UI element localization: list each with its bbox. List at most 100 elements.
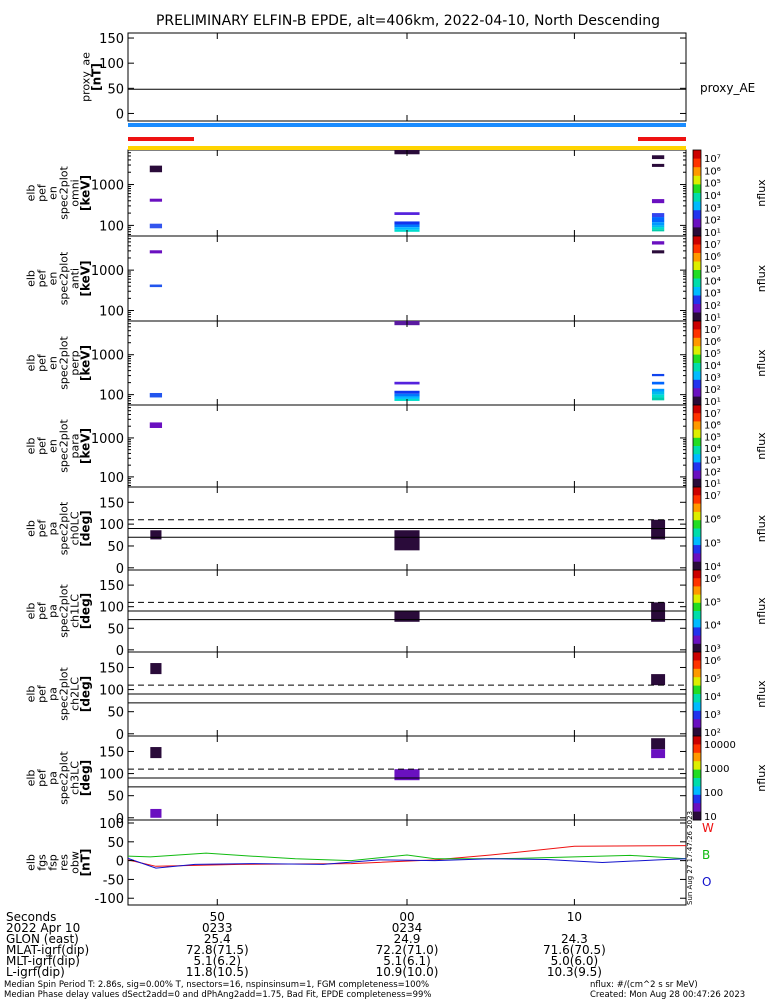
y-axis-label: ch0LC xyxy=(69,511,82,545)
colorbar-title: nflux xyxy=(755,764,768,792)
colorbar-segment xyxy=(693,786,701,796)
colorbar-tick-label: 10² xyxy=(704,728,721,739)
colorbar-segment xyxy=(693,462,701,472)
y-tick-label: 0 xyxy=(116,812,124,827)
colorbar-segment xyxy=(693,520,701,529)
colorbar-tick-label: 10¹ xyxy=(704,479,721,490)
colorbar-segment xyxy=(693,329,701,339)
colorbar-tick-label: 10⁵ xyxy=(704,538,721,549)
figure-title: PRELIMINARY ELFIN-B EPDE, alt=406km, 202… xyxy=(156,13,660,29)
colorbar-segment xyxy=(693,193,701,203)
side-stamp: Sun Aug 27 17:47:26 2023 xyxy=(686,811,694,905)
red-segment-right xyxy=(638,137,686,141)
colorbar-tick-label: 10⁶ xyxy=(704,337,721,348)
colorbar-title: nflux xyxy=(755,597,768,625)
colorbar-segment xyxy=(693,210,701,220)
y-axis-label: spec2plot xyxy=(58,501,71,555)
y-tick-label: 100 xyxy=(99,57,124,72)
colorbar-segment xyxy=(693,495,701,505)
red-segment-left xyxy=(128,137,194,141)
series-line-w xyxy=(127,845,687,867)
colorbar-tick-label: 10⁴ xyxy=(704,191,721,202)
colorbar-title: nflux xyxy=(755,264,768,292)
y-axis-label: pef xyxy=(36,601,49,620)
colorbar-segment xyxy=(693,487,701,496)
heatmap-cell xyxy=(394,530,420,551)
colorbar-segment xyxy=(693,602,701,612)
y-axis-label: pa xyxy=(47,771,60,785)
y-axis-label: perp xyxy=(69,350,82,375)
colorbar-title: nflux xyxy=(755,514,768,542)
colorbar-frame xyxy=(692,735,702,821)
legend-w: W xyxy=(702,821,714,835)
y-axis-label: en xyxy=(47,272,60,286)
x-row-value: 50 xyxy=(210,910,225,924)
x-row-value: 24.3 xyxy=(561,932,588,946)
x-row-label: Seconds xyxy=(6,910,56,924)
y-axis-label: pef xyxy=(36,768,49,787)
heatmap-cell xyxy=(651,602,666,622)
colorbar-tick-label: 10⁴ xyxy=(704,277,721,288)
colorbar-segment xyxy=(693,405,701,414)
y-axis-label: [keV] xyxy=(79,260,93,296)
colorbar-segment xyxy=(693,752,701,762)
heatmap-cell xyxy=(150,808,162,818)
y-axis-label: en xyxy=(47,186,60,200)
y-axis-label: elb xyxy=(25,686,38,703)
colorbar-segment xyxy=(693,379,701,389)
heatmap-cell xyxy=(651,241,665,245)
colorbar-tick-label: 10⁵ xyxy=(704,597,721,608)
y-tick-label: 50 xyxy=(107,82,124,97)
panel-spec_anti: 1001000elbpefenspec2plotanti[keV]10⁷10⁶1… xyxy=(25,235,768,324)
heatmap-cell xyxy=(150,747,162,759)
y-axis-label: pa xyxy=(47,604,60,618)
colorbar-tick-label: 10⁴ xyxy=(704,361,721,372)
colorbar-segment xyxy=(693,511,701,521)
panel-frame xyxy=(127,404,687,488)
footer-units: nflux: #/(cm^2 s sr MeV) xyxy=(590,980,698,990)
heatmap-cell xyxy=(651,388,665,392)
heatmap-cell xyxy=(394,393,420,397)
y-tick-label: 100 xyxy=(99,601,124,616)
colorbar-tick-label: 10⁶ xyxy=(704,656,721,667)
colorbar-tick-label: 10⁷ xyxy=(704,491,721,502)
colorbar-tick-label: 10³ xyxy=(704,710,721,721)
colorbar-tick-label: 10 xyxy=(704,812,717,823)
colorbar-segment xyxy=(693,769,701,779)
heatmap-cell xyxy=(149,165,163,173)
colorbar-tick-label: 10² xyxy=(704,216,721,227)
colorbar-segment xyxy=(693,470,701,480)
y-axis-label: [deg] xyxy=(79,760,93,796)
colorbar-segment xyxy=(693,594,701,604)
colorbar-segment xyxy=(693,287,701,296)
colorbar-segment xyxy=(693,184,701,194)
colorbar-segment xyxy=(693,744,701,754)
heatmap-cell xyxy=(651,225,665,228)
colorbar-segment xyxy=(693,727,701,737)
colorbar-segment xyxy=(693,158,701,168)
colorbar-segment xyxy=(693,528,701,538)
colorbar-segment xyxy=(693,586,701,596)
x-row-value: 5.1(6.1) xyxy=(383,954,431,968)
colorbar-segment xyxy=(693,363,701,372)
panel-spec_perp: 1001000elbpefenspec2plotperp[keV]10⁷10⁶1… xyxy=(25,320,768,408)
x-row-value: 25.4 xyxy=(204,932,231,946)
colorbar-tick-label: 10³ xyxy=(704,644,721,655)
colorbar-segment xyxy=(693,253,701,262)
y-axis-label: elb xyxy=(25,185,38,202)
y-axis-label: omni xyxy=(69,179,82,206)
colorbar-segment xyxy=(693,396,701,406)
y-axis-label: ch3LC xyxy=(69,761,82,795)
colorbar-segment xyxy=(693,619,701,628)
colorbar-segment xyxy=(693,736,701,745)
y-tick-label: 50 xyxy=(107,790,124,805)
colorbar-segment xyxy=(693,668,701,678)
colorbar-title: nflux xyxy=(755,680,768,708)
y-tick-label: 100 xyxy=(99,389,124,404)
colorbar-tick-label: 10⁵ xyxy=(704,179,721,190)
heatmap-cell xyxy=(394,227,420,230)
colorbar-segment xyxy=(693,778,701,787)
